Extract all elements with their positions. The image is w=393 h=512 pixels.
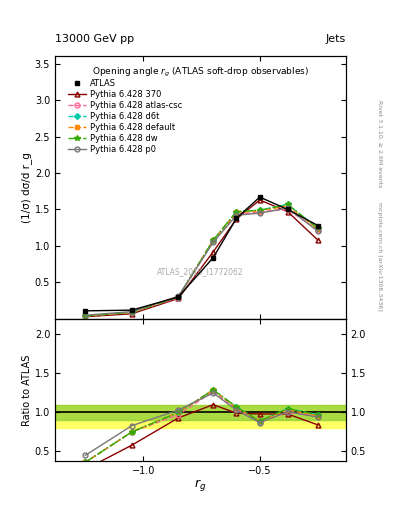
Y-axis label: (1/σ) dσ/d r_g: (1/σ) dσ/d r_g <box>21 152 32 223</box>
Bar <box>55 404 346 420</box>
Y-axis label: Ratio to ATLAS: Ratio to ATLAS <box>22 354 32 425</box>
Text: mcplots.cern.ch [arXiv:1306.3436]: mcplots.cern.ch [arXiv:1306.3436] <box>377 202 382 310</box>
Text: Rivet 3.1.10, ≥ 2.6M events: Rivet 3.1.10, ≥ 2.6M events <box>377 100 382 187</box>
Legend: ATLAS, Pythia 6.428 370, Pythia 6.428 atlas-csc, Pythia 6.428 d6t, Pythia 6.428 : ATLAS, Pythia 6.428 370, Pythia 6.428 at… <box>68 79 182 154</box>
Bar <box>55 404 346 428</box>
Text: Jets: Jets <box>325 33 346 44</box>
Text: Opening angle $r_g$ (ATLAS soft-drop observables): Opening angle $r_g$ (ATLAS soft-drop obs… <box>92 66 309 79</box>
Text: 13000 GeV pp: 13000 GeV pp <box>55 33 134 44</box>
Text: ATLAS_2019_I1772062: ATLAS_2019_I1772062 <box>157 267 244 276</box>
X-axis label: $r_g$: $r_g$ <box>194 477 207 493</box>
